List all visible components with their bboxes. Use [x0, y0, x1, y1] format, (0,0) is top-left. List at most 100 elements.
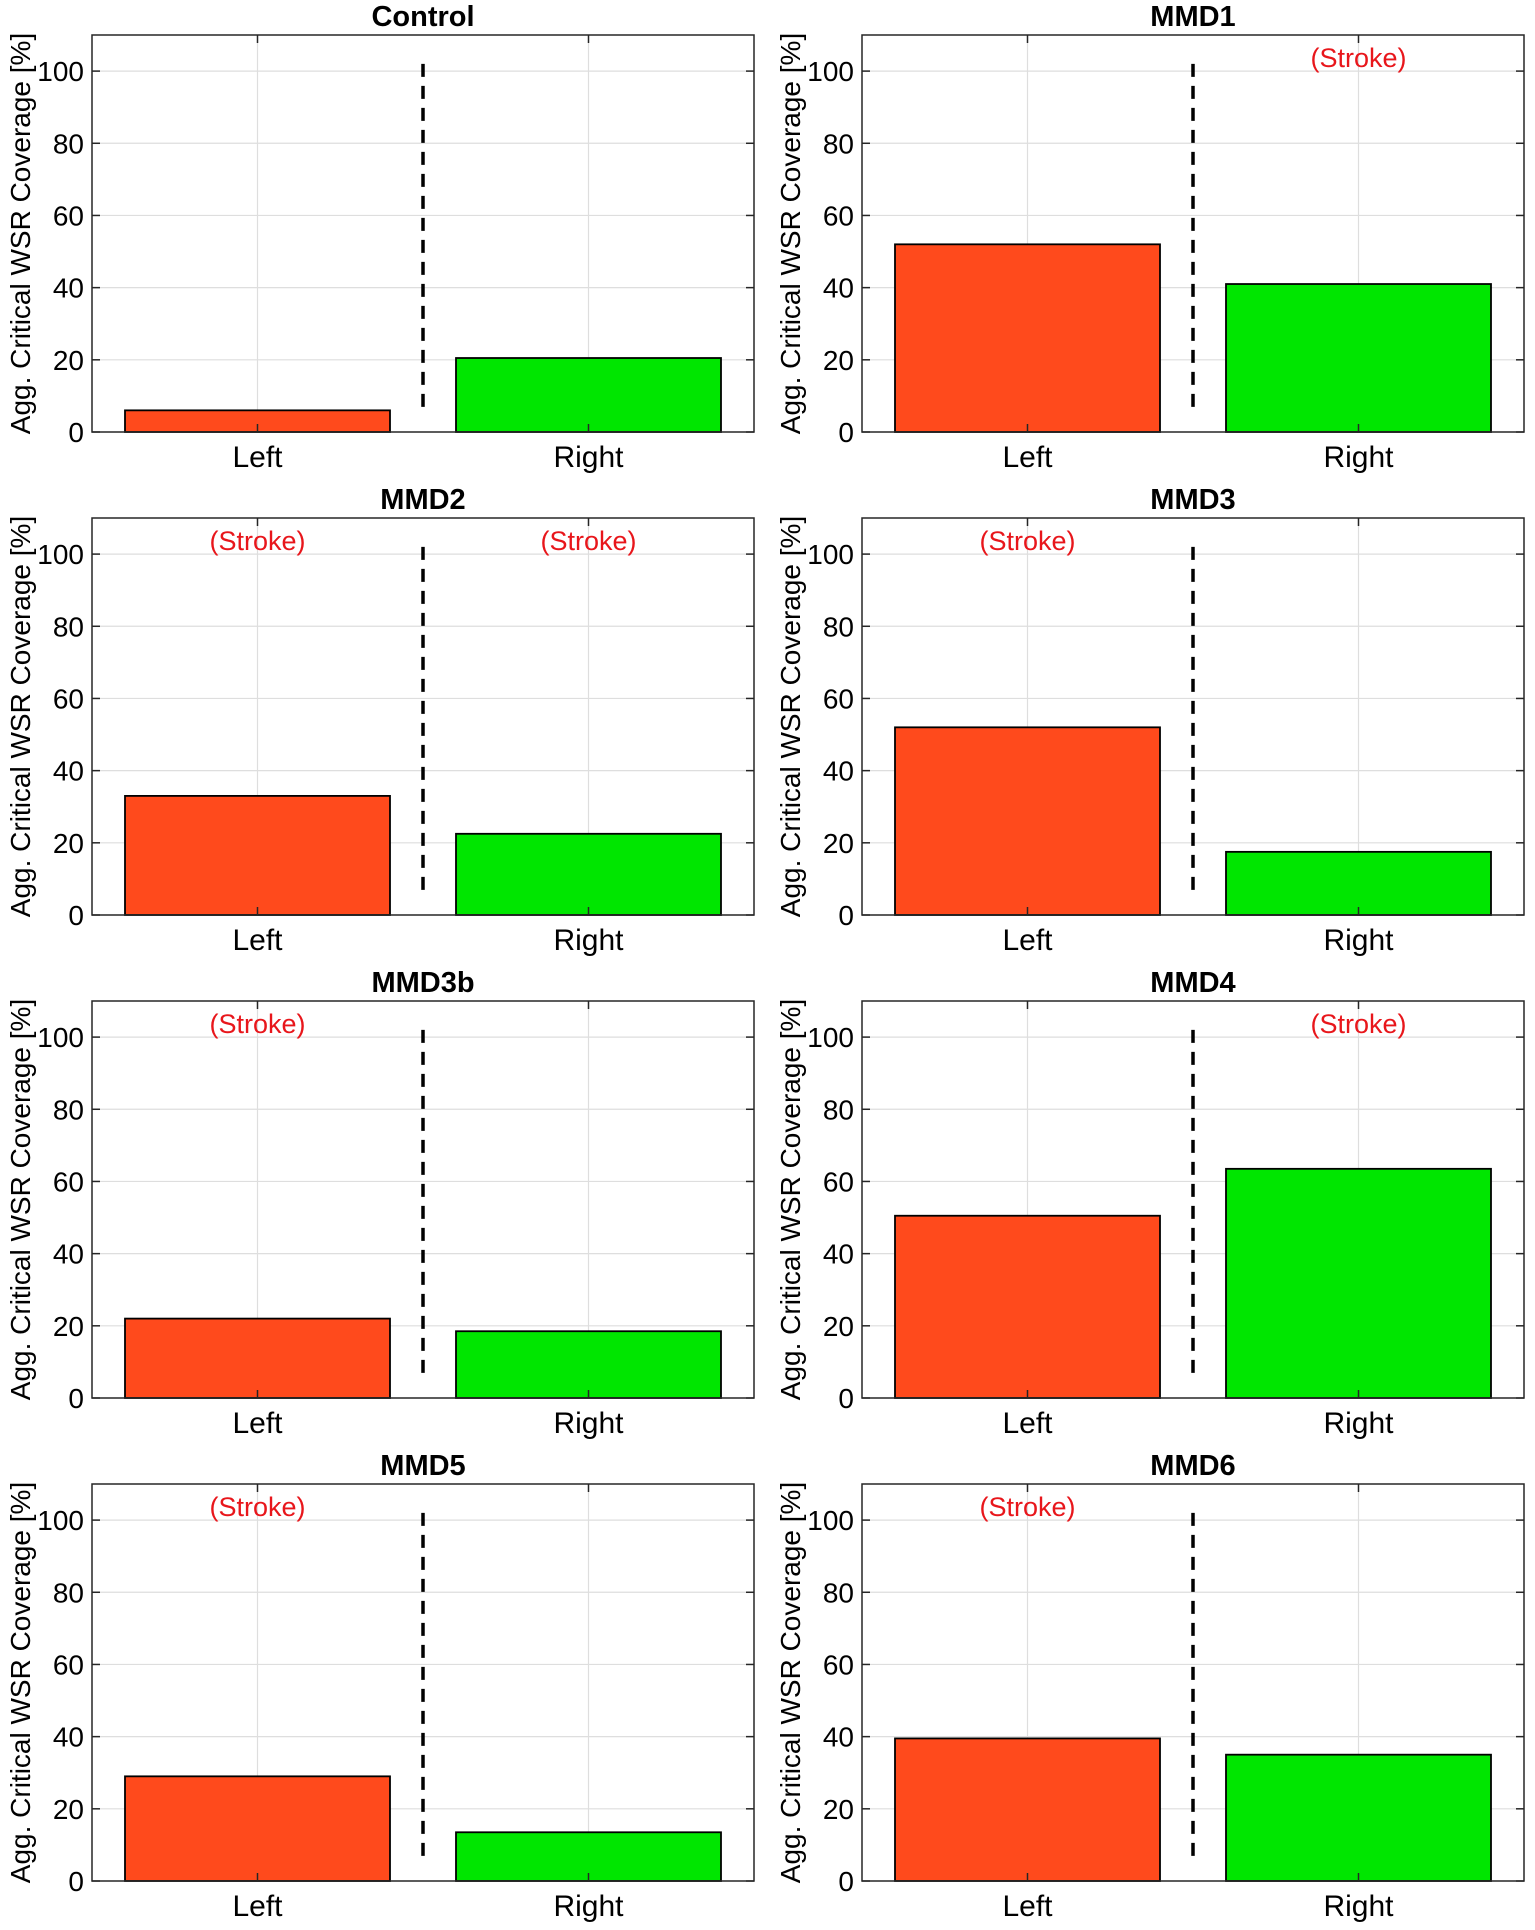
y-tick-label: 0 — [68, 417, 84, 448]
y-tick-label: 0 — [838, 417, 854, 448]
x-tick-label: Right — [553, 1407, 624, 1440]
y-tick-label: 40 — [823, 1722, 854, 1753]
y-tick-label: 80 — [823, 1577, 854, 1608]
y-tick-label: 0 — [68, 1866, 84, 1897]
y-axis-label: Agg. Critical WSR Coverage [%] — [775, 33, 806, 434]
x-tick-label: Right — [1323, 441, 1394, 474]
axes-box — [861, 1483, 1525, 1882]
x-tick-label: Right — [553, 924, 624, 957]
x-tick-label: Left — [232, 1407, 283, 1440]
y-tick-label: 60 — [823, 683, 854, 714]
axes-box — [861, 517, 1525, 916]
bar-right — [1225, 1753, 1492, 1882]
chart-title: MMD3b — [371, 967, 474, 999]
axes-box — [861, 34, 1525, 433]
y-tick-label: 0 — [838, 1383, 854, 1414]
panel-mmd2: 0 20 40 60 80 100 Left Right (Stroke) (Stroke) MMD… — [5, 484, 755, 957]
y-tick-label: 60 — [53, 200, 84, 231]
bar-right — [455, 832, 722, 916]
y-tick-label: 40 — [823, 756, 854, 787]
axes-box — [91, 1483, 755, 1882]
y-tick-label: 80 — [823, 128, 854, 159]
panel-mmd4: 0 20 40 60 80 100 Left Right (Stroke) MMD4 Agg. Cr… — [775, 967, 1525, 1440]
bar-right — [1225, 283, 1492, 433]
panel-mmd3b: 0 20 40 60 80 100 Left Right (Stroke) MMD3b Agg. C… — [5, 967, 755, 1440]
x-tick-label: Left — [1002, 1407, 1053, 1440]
bar-right — [1225, 1167, 1492, 1399]
chart-title: MMD5 — [380, 1450, 465, 1482]
y-axis-label: Agg. Critical WSR Coverage [%] — [5, 999, 36, 1400]
y-tick-label: 100 — [807, 56, 854, 87]
y-tick-label: 80 — [53, 611, 84, 642]
x-tick-label: Left — [1002, 924, 1053, 957]
stroke-annotation: (Stroke) — [1310, 43, 1406, 73]
y-tick-label: 20 — [53, 1794, 84, 1825]
x-tick-label: Right — [1323, 1407, 1394, 1440]
stroke-annotation: (Stroke) — [540, 526, 636, 556]
y-tick-label: 60 — [823, 1166, 854, 1197]
stroke-annotation: (Stroke) — [209, 1009, 305, 1039]
stroke-annotation: (Stroke) — [979, 526, 1075, 556]
y-tick-label: 100 — [37, 539, 84, 570]
y-tick-label: 80 — [53, 1094, 84, 1125]
y-tick-label: 40 — [823, 1239, 854, 1270]
y-tick-label: 20 — [53, 828, 84, 859]
y-tick-label: 40 — [53, 1239, 84, 1270]
bar-right — [455, 357, 722, 433]
y-tick-label: 60 — [53, 1649, 84, 1680]
bar-left — [894, 726, 1161, 916]
y-tick-label: 80 — [53, 128, 84, 159]
y-tick-label: 20 — [53, 345, 84, 376]
y-tick-label: 40 — [53, 756, 84, 787]
y-tick-label: 20 — [823, 1311, 854, 1342]
y-tick-label: 20 — [53, 1311, 84, 1342]
x-tick-label: Left — [232, 924, 283, 957]
chart-title: MMD6 — [1150, 1450, 1235, 1482]
chart-title: MMD4 — [1150, 967, 1235, 999]
bar-right — [1225, 850, 1492, 916]
x-tick-label: Right — [1323, 924, 1394, 957]
x-tick-label: Right — [553, 1890, 624, 1923]
y-tick-label: 100 — [807, 1505, 854, 1536]
panel-mmd3: 0 20 40 60 80 100 Left Right (Stroke) MMD3 Agg. Cr… — [775, 484, 1525, 957]
stroke-annotation: (Stroke) — [209, 526, 305, 556]
y-axis-label: Agg. Critical WSR Coverage [%] — [775, 516, 806, 917]
y-axis-label: Agg. Critical WSR Coverage [%] — [5, 33, 36, 434]
panel-mmd1: 0 20 40 60 80 100 Left Right (Stroke) MMD1 Agg. Cr… — [775, 1, 1525, 474]
y-tick-label: 100 — [807, 1022, 854, 1053]
y-tick-label: 80 — [53, 1577, 84, 1608]
y-tick-label: 80 — [823, 611, 854, 642]
axes-box — [91, 34, 755, 433]
x-tick-label: Left — [232, 1890, 283, 1923]
bar-right — [455, 1330, 722, 1399]
bar-left — [894, 243, 1161, 433]
x-tick-label: Left — [232, 441, 283, 474]
y-axis-label: Agg. Critical WSR Coverage [%] — [5, 1482, 36, 1883]
y-tick-label: 40 — [823, 273, 854, 304]
bar-left — [124, 795, 391, 916]
axes-box — [91, 1000, 755, 1399]
bar-left — [124, 1317, 391, 1399]
y-tick-label: 60 — [53, 683, 84, 714]
y-axis-label: Agg. Critical WSR Coverage [%] — [775, 1482, 806, 1883]
panel-control: 0 20 40 60 80 100 Left Right Control Agg. Critica… — [5, 1, 755, 474]
stroke-annotation: (Stroke) — [1310, 1009, 1406, 1039]
y-tick-label: 20 — [823, 1794, 854, 1825]
y-tick-label: 0 — [838, 900, 854, 931]
y-tick-label: 60 — [53, 1166, 84, 1197]
stroke-annotation: (Stroke) — [979, 1492, 1075, 1522]
stroke-annotation: (Stroke) — [209, 1492, 305, 1522]
bar-left — [894, 1737, 1161, 1882]
panel-mmd5: 0 20 40 60 80 100 Left Right (Stroke) MMD5 Agg. Cr… — [5, 1450, 755, 1923]
y-tick-label: 40 — [53, 1722, 84, 1753]
y-tick-label: 80 — [823, 1094, 854, 1125]
y-tick-label: 100 — [37, 1022, 84, 1053]
y-tick-label: 0 — [68, 900, 84, 931]
x-tick-label: Right — [1323, 1890, 1394, 1923]
y-tick-label: 20 — [823, 345, 854, 376]
axes-box — [861, 1000, 1525, 1399]
y-tick-label: 100 — [37, 56, 84, 87]
y-tick-label: 40 — [53, 273, 84, 304]
x-tick-label: Left — [1002, 441, 1053, 474]
